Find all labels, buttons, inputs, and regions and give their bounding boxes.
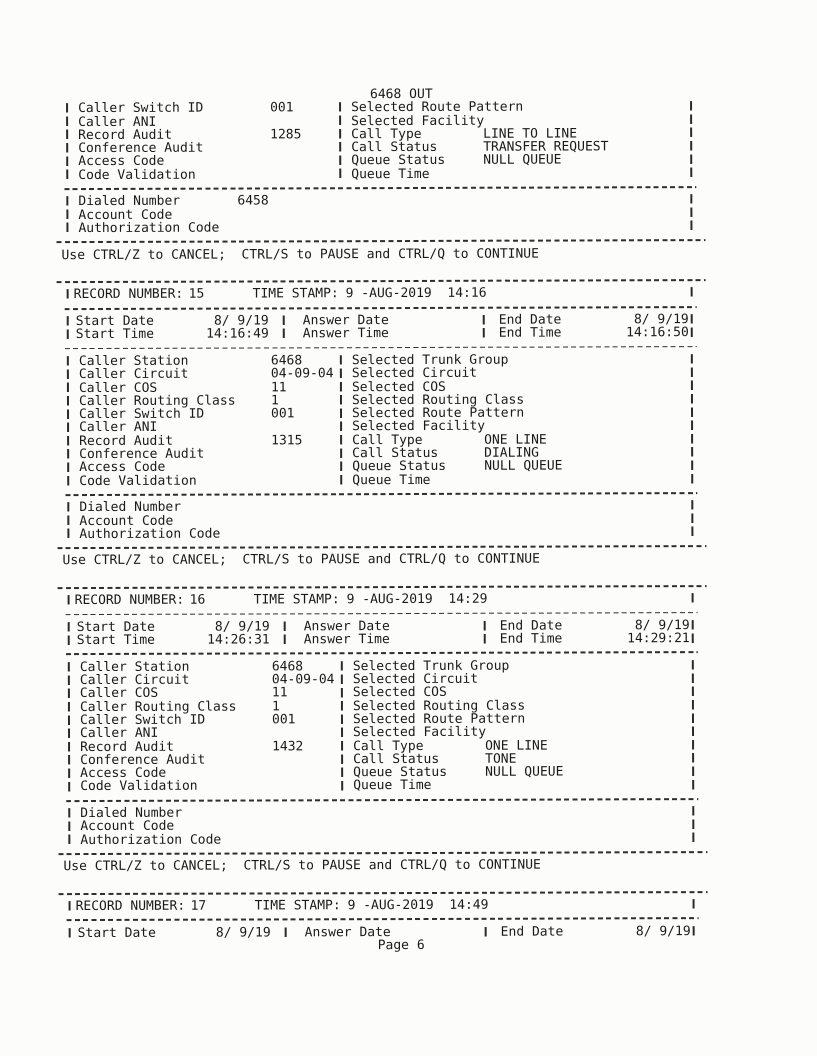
dialed-segment: Dialed Number Account Code Authorization… [2, 805, 817, 848]
field-label: Selected Facility [352, 419, 486, 435]
field-label: Access Code [78, 154, 165, 170]
field-label: End Time [498, 325, 562, 342]
page-footer: Page 6 [3, 938, 817, 954]
field-label: Dialed Number [78, 194, 181, 210]
separator-line [56, 239, 706, 244]
separator-line [65, 611, 698, 616]
record-number-label: RECORD NUMBER: [74, 592, 185, 609]
separator-line [66, 917, 699, 922]
field-value: 14:16:49 [206, 326, 269, 342]
separator-line [57, 585, 707, 589]
field-value: 14:16:50 [626, 325, 689, 341]
separator-line [57, 545, 707, 549]
field-label: Start Time [76, 632, 156, 649]
dialed-segment: Dialed Number 6458 Account Code Authoriz… [0, 193, 817, 237]
start-segment: Start Date 8/ 9/19 Answer Date End Date … [2, 618, 817, 649]
field-label: Selected Route Pattern [351, 99, 524, 116]
separator-line [58, 850, 708, 855]
record-number-label: RECORD NUMBER: [73, 287, 184, 303]
separator-line [65, 492, 698, 496]
field-value: 11 [271, 685, 288, 701]
field-label: Account Code [80, 819, 175, 835]
field-label: Access Code [79, 460, 166, 476]
separator-line [65, 651, 698, 656]
field-label: Code Validation [80, 779, 198, 795]
record-number-value: 16 [189, 592, 206, 608]
field-value: NULL QUEUE [485, 764, 564, 780]
record-15: RECORD NUMBER: 15 TIME STAMP: 9 -AUG-201… [1, 286, 817, 542]
field-value: 1432 [272, 738, 304, 754]
field-value: 001 [271, 406, 295, 422]
timestamp-label: TIME STAMP: [254, 898, 341, 914]
field-label: Start Time [75, 327, 155, 343]
field-label: End Date [500, 924, 564, 940]
field-label: Answer Time [302, 326, 389, 342]
field-value: NULL QUEUE [483, 153, 562, 169]
dialed-segment: Dialed Number Account Code Authorization… [1, 499, 817, 542]
field-value: 1315 [271, 433, 303, 449]
field-label: Caller Circuit [78, 366, 189, 383]
field-value: 001 [271, 712, 296, 728]
field-label: Start Date [77, 925, 156, 941]
field-value: 6458 [237, 193, 269, 209]
timestamp-label: TIME STAMP: [252, 286, 339, 302]
detail-segment: Caller Switch ID 001 Selected Route Patt… [0, 99, 817, 183]
field-label: Selected COS [352, 685, 447, 701]
page-number: Page 6 [377, 937, 425, 954]
start-segment: Start Date 8/ 9/19 Answer Date End Date … [1, 312, 817, 343]
record-number-label: RECORD NUMBER: [75, 898, 186, 915]
field-label: Authorization Code [80, 832, 222, 848]
field-label: Selected Circuit [351, 366, 478, 382]
record-number-value: 15 [188, 287, 205, 303]
separator-line [56, 279, 706, 284]
field-value: 1 [271, 699, 280, 715]
field-label: Authorization Code [79, 526, 221, 542]
field-label: Dialed Number [79, 499, 182, 516]
timestamp-value: 9 -AUG-2019 14:29 [346, 592, 488, 608]
separator-line [66, 797, 699, 802]
field-label: Code Validation [79, 473, 197, 489]
field-label: Code Validation [78, 167, 196, 183]
field-label: Queue Time [353, 778, 432, 794]
field-value: ONE LINE [485, 738, 548, 754]
field-label: End Time [499, 631, 563, 647]
record-partial-bottom: RECORD NUMBER: 17 TIME STAMP: 9 -AUG-201… [3, 897, 817, 941]
field-value: NULL QUEUE [484, 458, 563, 475]
field-label: Authorization Code [78, 220, 220, 237]
field-label: Queue Status [352, 459, 447, 475]
field-label: Queue Time [351, 166, 430, 182]
printout-text: 6468 OUT Caller Switch ID 001 Selected R… [0, 87, 817, 954]
timestamp-value: 9 -AUG-2019 14:16 [345, 286, 487, 302]
record-16: RECORD NUMBER: 16 TIME STAMP: 9 -AUG-201… [2, 592, 817, 848]
timestamp-value: 9 -AUG-2019 14:49 [347, 897, 489, 914]
field-label: Queue Status [351, 153, 446, 169]
separator-line [64, 305, 697, 310]
separator-line [64, 345, 697, 350]
field-label: Caller ANI [80, 726, 159, 742]
detail-segment: Caller Station 6468 Selected Trunk Group… [2, 658, 817, 794]
field-value: 8/ 9/19 [215, 925, 271, 941]
field-value: 001 [270, 100, 294, 116]
record-partial-top: Caller Switch ID 001 Selected Route Patt… [0, 100, 817, 236]
field-label: Call Type [353, 738, 424, 754]
field-label: Selected Facility [353, 725, 487, 741]
detail-segment: Caller Station 6468 Selected Trunk Group… [1, 353, 817, 489]
record-number-value: 17 [190, 898, 207, 914]
field-label: Caller Switch ID [78, 100, 204, 117]
field-label: Answer Time [303, 632, 390, 648]
field-label: Caller ANI [79, 420, 158, 436]
field-label: Queue Time [352, 472, 431, 488]
field-label: Caller COS [79, 686, 159, 702]
field-value: 14:26:31 [207, 632, 270, 648]
separator-line [64, 186, 697, 190]
field-value: 14:29:21 [627, 631, 690, 647]
field-value: 04-09-04 [270, 366, 334, 382]
separator-line [58, 890, 708, 895]
timestamp-label: TIME STAMP: [253, 592, 340, 608]
field-value: 11 [270, 379, 287, 395]
field-label: Account Code [79, 513, 174, 529]
field-value: 8/ 9/19 [635, 923, 691, 939]
field-value: 1285 [270, 127, 302, 143]
